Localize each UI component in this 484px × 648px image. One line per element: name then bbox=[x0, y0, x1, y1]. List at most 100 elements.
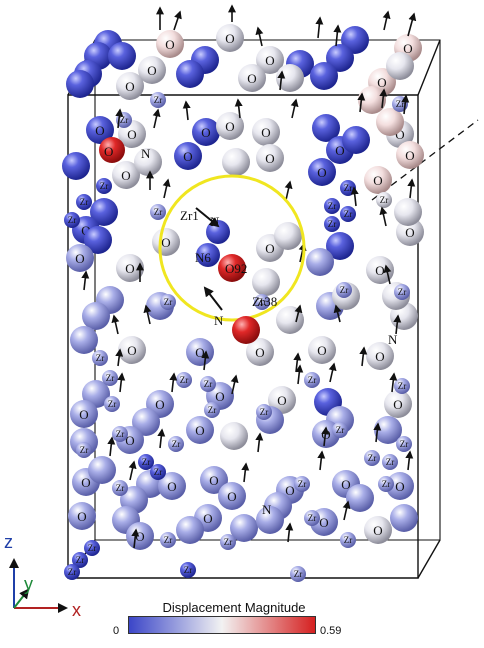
displacement-arrow-15 bbox=[290, 98, 299, 119]
atom-zr-z36 bbox=[340, 532, 356, 548]
atom-o-74 bbox=[186, 416, 214, 444]
displacement-arrow-35 bbox=[359, 346, 368, 367]
atom-o-25 bbox=[134, 148, 162, 176]
atom-o-56 bbox=[82, 302, 110, 330]
atom-o-45 bbox=[116, 254, 144, 282]
atom-zr-z9 bbox=[340, 206, 356, 222]
atom-zr-z13 bbox=[254, 294, 270, 310]
y-axis-arrow bbox=[13, 588, 30, 609]
atom-zr-z15 bbox=[394, 284, 410, 300]
atom-o-106 bbox=[390, 504, 418, 532]
atom-zr-z5 bbox=[150, 204, 166, 220]
atom-zr-z32 bbox=[378, 476, 394, 492]
atom-zr-z23 bbox=[112, 426, 128, 442]
axis-triad: z y x bbox=[4, 532, 81, 620]
colorbar-max-label: 0.59 bbox=[320, 625, 342, 637]
displacement-arrow-45 bbox=[321, 426, 330, 447]
displacement-arrow-18 bbox=[162, 178, 171, 199]
atom-o-49 bbox=[326, 232, 354, 260]
atom-o-70 bbox=[70, 400, 98, 428]
y-axis-label: y bbox=[24, 574, 33, 594]
displacement-arrow-39 bbox=[295, 364, 304, 385]
displacement-arrow-26 bbox=[383, 264, 392, 285]
displacement-arrow-47 bbox=[128, 460, 137, 481]
atom-o-19 bbox=[386, 52, 414, 80]
atom-o-18 bbox=[358, 86, 386, 114]
displacement-arrow-3 bbox=[255, 26, 264, 47]
atom-zr-z11 bbox=[376, 192, 392, 208]
displacement-arrow-51 bbox=[131, 528, 140, 549]
atom-o-95 bbox=[346, 484, 374, 512]
atom-o-38 bbox=[364, 166, 392, 194]
atom-o-6 bbox=[176, 60, 204, 88]
atom-zr-z29 bbox=[150, 464, 166, 480]
atom-o-10 bbox=[238, 64, 266, 92]
atom-zr-z21 bbox=[394, 378, 410, 394]
displacement-arrow-46 bbox=[373, 422, 382, 443]
atom-o-96 bbox=[386, 472, 414, 500]
atom-o-63 bbox=[308, 336, 336, 364]
atom-zr-z20 bbox=[304, 372, 320, 388]
x-axis-label: x bbox=[72, 600, 81, 620]
displacement-arrow-33 bbox=[201, 350, 210, 371]
displacement-arrow-28 bbox=[143, 304, 152, 325]
atom-o92 bbox=[218, 254, 246, 282]
displacement-arrow-36 bbox=[117, 372, 126, 393]
atom-zr-z39 bbox=[84, 540, 100, 556]
atom-o-84 bbox=[220, 422, 248, 450]
atom-o-101 bbox=[176, 516, 204, 544]
atom-o-40 bbox=[62, 152, 90, 180]
atom-zr-z30 bbox=[168, 436, 184, 452]
atom-o-4 bbox=[216, 24, 244, 52]
atom-zr-z16 bbox=[92, 350, 108, 366]
atom-o-89 bbox=[158, 472, 186, 500]
atom-o-67 bbox=[70, 326, 98, 354]
displacement-arrow-19 bbox=[284, 180, 293, 201]
atom-zr-z2 bbox=[96, 178, 112, 194]
atom-zr-z6 bbox=[340, 180, 356, 196]
atom-zr-z43 bbox=[364, 450, 380, 466]
atom-o-99 bbox=[126, 522, 154, 550]
atom-o-35 bbox=[342, 126, 370, 154]
displacement-arrow-53 bbox=[342, 500, 351, 521]
atom-o-39 bbox=[376, 108, 404, 136]
atom-o-31 bbox=[222, 148, 250, 176]
atom-o-28 bbox=[216, 112, 244, 140]
atom-zr-z42 bbox=[290, 566, 306, 582]
atom-zr-z4 bbox=[64, 212, 80, 228]
atom-zr-z3 bbox=[76, 194, 92, 210]
atom-o-41 bbox=[90, 198, 118, 226]
displacement-arrow-38 bbox=[230, 374, 239, 395]
atom-o-7 bbox=[138, 56, 166, 84]
atom-o-61 bbox=[276, 306, 304, 334]
atom-o-21 bbox=[66, 70, 94, 98]
atom-o-51 bbox=[366, 256, 394, 284]
defect-highlight-circle bbox=[158, 174, 306, 322]
displacement-arrow-11 bbox=[115, 108, 124, 129]
atom-zr-z28 bbox=[138, 454, 154, 470]
atom-o-53 bbox=[394, 198, 422, 226]
atom-o-26 bbox=[192, 118, 220, 146]
displacement-arrow-6 bbox=[407, 12, 417, 37]
atom-o-30 bbox=[256, 144, 284, 172]
defect-region bbox=[99, 137, 260, 344]
z-axis-label: z bbox=[4, 532, 13, 552]
displacement-arrow-37 bbox=[169, 372, 178, 393]
atom-o-54 bbox=[252, 268, 280, 296]
displacement-arrow-13 bbox=[182, 100, 191, 121]
atom-zr-z37 bbox=[220, 534, 236, 550]
atom-zr-z26 bbox=[396, 436, 412, 452]
atom-o-3 bbox=[156, 30, 184, 58]
atom-zr-z24 bbox=[204, 402, 220, 418]
atom-zr-z33 bbox=[112, 480, 128, 496]
atom-o-15 bbox=[310, 62, 338, 90]
atom-zr-z0 bbox=[150, 92, 166, 108]
atom-zr-z19 bbox=[200, 376, 216, 392]
atom-o-103 bbox=[256, 506, 284, 534]
atom-o-97 bbox=[68, 502, 96, 530]
atom-zr-z17 bbox=[102, 370, 118, 386]
atom-o-14 bbox=[326, 44, 354, 72]
displacement-arrow-48 bbox=[241, 462, 250, 483]
displacement-arrow-2 bbox=[173, 10, 182, 31]
